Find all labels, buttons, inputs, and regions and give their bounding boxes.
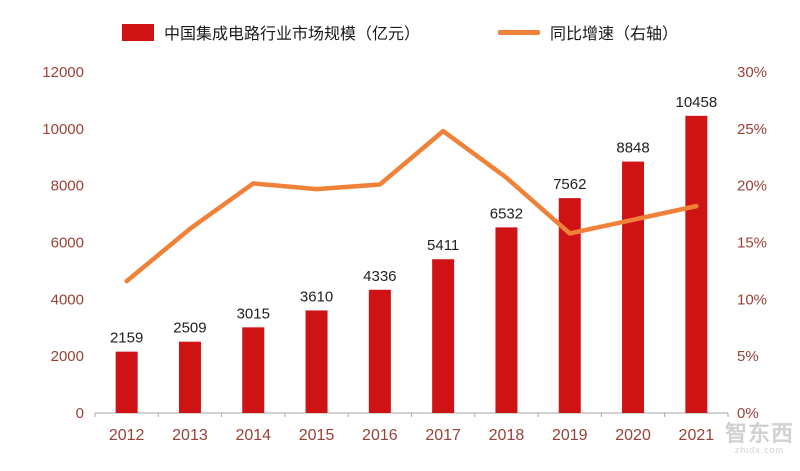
bar [558,198,581,413]
bar-value-label: 3015 [237,305,270,322]
legend-item-line: 同比增速（右轴） [498,20,678,44]
x-axis-category-label: 2017 [425,427,461,444]
right-axis-tick-label: 20% [737,178,767,195]
bar-value-label: 3610 [300,288,333,305]
bar-series-label: 中国集成电路行业市场规模（亿元） [163,26,420,43]
x-axis-category-label: 2013 [172,427,208,444]
bar [305,310,328,413]
legend-item-bar: 中国集成电路行业市场规模（亿元） [121,20,420,44]
line-series-label: 同比增速（右轴） [550,26,679,43]
bar [178,341,201,413]
right-axis-tick-label: 15% [737,235,767,252]
left-axis-tick-label: 4000 [51,291,84,308]
bar [368,289,391,413]
x-axis-category-label: 2012 [109,427,145,444]
x-axis-category-label: 2019 [552,427,588,444]
left-axis-tick-label: 0 [76,405,84,422]
left-axis-tick-label: 10000 [42,121,84,138]
bar [622,161,645,413]
bar-value-label: 2159 [110,330,143,347]
bar-value-label: 10458 [675,94,717,111]
right-axis-tick-label: 0% [737,405,759,422]
left-axis-tick-label: 12000 [42,64,84,81]
x-axis-category-label: 2014 [235,427,271,444]
bar-value-label: 6532 [490,205,523,222]
bar [432,259,455,413]
x-axis-category-label: 2016 [362,427,398,444]
right-axis-tick-label: 30% [737,64,767,81]
left-axis-tick-label: 6000 [51,235,84,252]
bar-series-swatch-icon [121,23,154,41]
bar-value-label: 8848 [616,140,649,157]
left-axis-tick-label: 8000 [51,178,84,195]
line-series-swatch-icon [498,29,540,35]
legend: 中国集成电路行业市场规模（亿元） 同比增速（右轴） [0,20,800,44]
right-axis-tick-label: 25% [737,121,767,138]
right-axis-tick-label: 5% [737,348,759,365]
bar [685,115,708,414]
bar [242,327,265,413]
bar [115,351,138,413]
bar-value-label: 4336 [363,268,396,285]
bar-value-label: 2509 [173,320,206,337]
x-axis-category-label: 2021 [679,427,715,444]
right-axis-tick-label: 10% [737,291,767,308]
bar [495,227,518,413]
growth-line [124,128,699,284]
bar-value-label: 7562 [553,176,586,193]
left-axis-tick-label: 2000 [51,348,84,365]
bar-value-label: 5411 [427,237,459,254]
x-axis-category-label: 2020 [615,427,651,444]
x-axis-category-label: 2018 [489,427,525,444]
x-axis-category-label: 2015 [299,427,335,444]
